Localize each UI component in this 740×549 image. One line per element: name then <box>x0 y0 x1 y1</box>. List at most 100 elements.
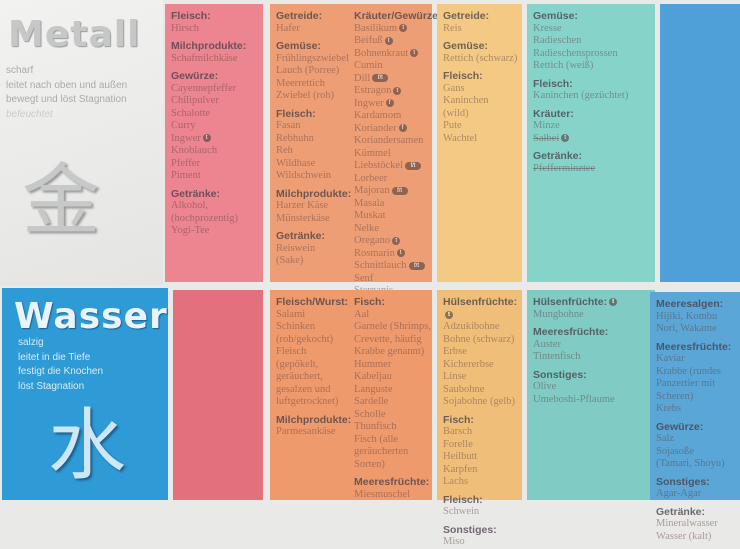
badge-icon: f <box>398 124 407 133</box>
food-category: Kräuter: Minze Salbei t <box>533 108 628 146</box>
food-item: Rosmarin t <box>354 248 442 261</box>
badge-icon: t <box>609 298 618 307</box>
food-item-name: Liebstöckel <box>354 160 403 171</box>
badge-icon: t <box>396 249 405 258</box>
category-title: Meeresfrüchte: <box>354 476 430 488</box>
category-heading: Fleisch/Wurst: <box>276 296 351 309</box>
desc-line: befeuchtet <box>6 108 53 120</box>
food-column-metall-orange: Getreide: Hafer Gemüse: Frühlingszwiebel Lau… <box>270 4 442 321</box>
category-heading: Fleisch: <box>443 70 517 83</box>
metall-title: Metall <box>8 14 141 55</box>
food-category: Hülsenfrüchte: t Mungbohne <box>533 296 618 321</box>
food-item: Tintenfisch <box>533 351 581 362</box>
food-item-name: Dill <box>354 72 371 84</box>
category-heading: Milchprodukte: <box>276 188 351 201</box>
food-item: Radieschen <box>533 35 582 46</box>
food-item: Krabbe (rundes <box>656 365 722 377</box>
food-item: Erbse <box>443 346 467 357</box>
food-item: Scheren) <box>656 390 694 402</box>
food-item: Lauch (Porree) <box>276 65 340 76</box>
food-item: Kichererbse <box>443 358 494 370</box>
food-item: Basilikum t <box>354 23 442 36</box>
food-item: Bohnenkraut t <box>354 48 442 61</box>
badge-icon: t <box>410 49 419 58</box>
food-item-name: Basilikum <box>354 22 398 34</box>
food-item: Karpfen <box>443 463 478 475</box>
food-item-name: Koriander <box>354 122 397 134</box>
desc-line: salzig <box>18 337 44 348</box>
food-item: Sorten) <box>354 458 385 470</box>
category-title: Kräuter: <box>533 107 574 120</box>
food-category: Milchprodukte: Parmesankäse <box>276 414 351 439</box>
food-category: Fleisch: Kaninchen (gezüchtet) <box>533 78 628 103</box>
category-heading: Fisch: <box>354 296 431 309</box>
food-item: Salbei t <box>533 133 628 146</box>
food-item: Salami <box>276 308 306 320</box>
badge-icon: t <box>561 134 570 143</box>
food-column-wasser-yellow: Hülsenfrüchte: t Adzukibohne Bohne (schwarz… <box>437 290 522 547</box>
food-item: Hijiki, Kombu <box>656 310 718 322</box>
water-character-glyph: 水 <box>48 401 127 491</box>
food-column-metall-teal: Gemüse: Kresse Radieschen Radieschensprosse… <box>527 4 655 282</box>
category-title: Milchprodukte: <box>276 413 352 426</box>
food-item: Fasan <box>276 120 301 131</box>
food-item: Schwein <box>443 506 480 517</box>
food-column-wasser-orange: Fleisch/Wurst: Salami Schinken (roh/gekocht… <box>270 290 432 500</box>
food-item: Wasser (kalt) <box>656 530 712 542</box>
category-heading: Meeresalgen: <box>656 298 731 311</box>
food-item: (wild) <box>443 107 469 119</box>
food-category: Gewürze: Cayennepfeffer Chilipulver Schalot… <box>171 70 246 183</box>
food-item: Aal <box>354 308 370 320</box>
category-title: Meeresfrüchte: <box>533 326 609 338</box>
food-item: Schinken <box>276 321 316 332</box>
category-heading: Kräuter: <box>533 108 628 121</box>
category-heading: Getränke: <box>533 150 628 163</box>
food-item: Bohne (schwarz) <box>443 333 515 345</box>
food-item: Frühlingszwiebel <box>276 52 349 64</box>
food-item: Sojasoße <box>656 445 694 457</box>
food-item: geräucherten <box>354 446 409 457</box>
subcolumn: Hülsenfrüchte: t Mungbohne Meeresfrüchte: Au… <box>533 296 618 500</box>
food-item: Fisch (alle <box>354 433 399 445</box>
category-title: Milchprodukte: <box>276 187 352 200</box>
food-item: Harzer Käse <box>276 200 329 211</box>
food-category: Gewürze: Salz Sojasoße (Tamari, Shoyu) <box>656 421 731 471</box>
category-title: Sonstiges: <box>443 523 497 536</box>
food-item: Umeboshi-Pflaume <box>533 393 615 405</box>
category-title: Fleisch/Wurst: <box>276 296 349 308</box>
food-column-metall-yellow: Getreide: Reis Gemüse: Rettich (schwarz) Fle… <box>437 4 522 282</box>
category-title: Hülsenfrüchte: <box>443 296 518 308</box>
category-heading: Kräuter/Gewürze: <box>354 10 442 23</box>
subcolumn: Kräuter/Gewürze: Basilikum t Beifuß t Bohnenk… <box>354 10 442 321</box>
category-heading: Getränke: <box>171 188 246 201</box>
category-heading: Fleisch: <box>276 108 351 121</box>
food-item-name: Oregano <box>354 235 391 246</box>
food-item: Miso <box>443 536 465 547</box>
food-category: Gemüse: Rettich (schwarz) <box>443 40 517 65</box>
food-category: Gemüse: Frühlingszwiebel Lauch (Porree) Mee… <box>276 40 351 103</box>
category-title: Getränke: <box>533 150 583 162</box>
food-item: Hummer <box>354 358 392 370</box>
food-item: geräuchert, <box>276 371 323 382</box>
badge-icon: t <box>384 36 393 45</box>
food-item-name: Salbei <box>533 132 560 144</box>
food-category: Sonstiges: Miso <box>443 524 522 549</box>
desc-line: leitet nach oben und außen <box>6 79 128 91</box>
food-item: Languste <box>354 383 393 395</box>
food-category: Getränke: Reiswein (Sake) <box>276 230 351 268</box>
food-item: Gans <box>443 82 465 94</box>
category-title: Hülsenfrüchte: <box>533 296 608 308</box>
food-item: Masala <box>354 197 385 209</box>
food-item: Knoblauch <box>171 145 218 156</box>
food-item: Meerrettich <box>276 77 325 89</box>
food-item: Kaviar <box>656 353 685 364</box>
food-item: Chilipulver <box>171 95 219 106</box>
subcolumn: Fleisch: Hirsch Milchprodukte: Schafmilchkä… <box>171 10 246 282</box>
food-item: (gepökelt, <box>276 358 319 370</box>
category-title: Sonstiges: <box>533 368 587 381</box>
food-category: Fisch: Barsch Forelle Heilbutt Karpfen Lachs <box>443 414 522 489</box>
desc-line: leitet in die Tiefe <box>18 351 91 363</box>
food-item-name: Bohnenkraut <box>354 47 409 59</box>
food-item: Münsterkäse <box>276 212 330 224</box>
category-title: Getränke: <box>276 230 326 242</box>
